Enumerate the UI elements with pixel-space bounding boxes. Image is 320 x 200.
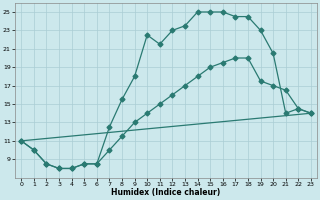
X-axis label: Humidex (Indice chaleur): Humidex (Indice chaleur) — [111, 188, 221, 197]
